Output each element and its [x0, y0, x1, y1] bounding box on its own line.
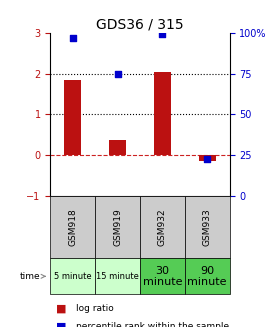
Point: [71, 35, 75, 40]
Text: log ratio: log ratio: [76, 304, 113, 313]
Text: time: time: [20, 272, 40, 281]
Bar: [109, 140, 126, 155]
Text: percentile rank within the sample: percentile rank within the sample: [76, 322, 229, 327]
Point: [205, 156, 209, 161]
Point: [115, 71, 120, 76]
Text: 15 minute: 15 minute: [96, 272, 139, 281]
Text: 30
minute: 30 minute: [143, 266, 182, 287]
Text: ■: ■: [56, 322, 67, 327]
Text: 90
minute: 90 minute: [187, 266, 227, 287]
Point: [160, 32, 165, 37]
Bar: [199, 155, 216, 161]
Text: GSM918: GSM918: [68, 208, 77, 246]
Text: GSM933: GSM933: [203, 208, 212, 246]
Text: GSM932: GSM932: [158, 208, 167, 246]
Text: GSM919: GSM919: [113, 208, 122, 246]
Bar: [64, 80, 81, 155]
Title: GDS36 / 315: GDS36 / 315: [96, 18, 184, 31]
Text: 5 minute: 5 minute: [54, 272, 92, 281]
Bar: [154, 72, 171, 155]
Text: ■: ■: [56, 304, 67, 314]
